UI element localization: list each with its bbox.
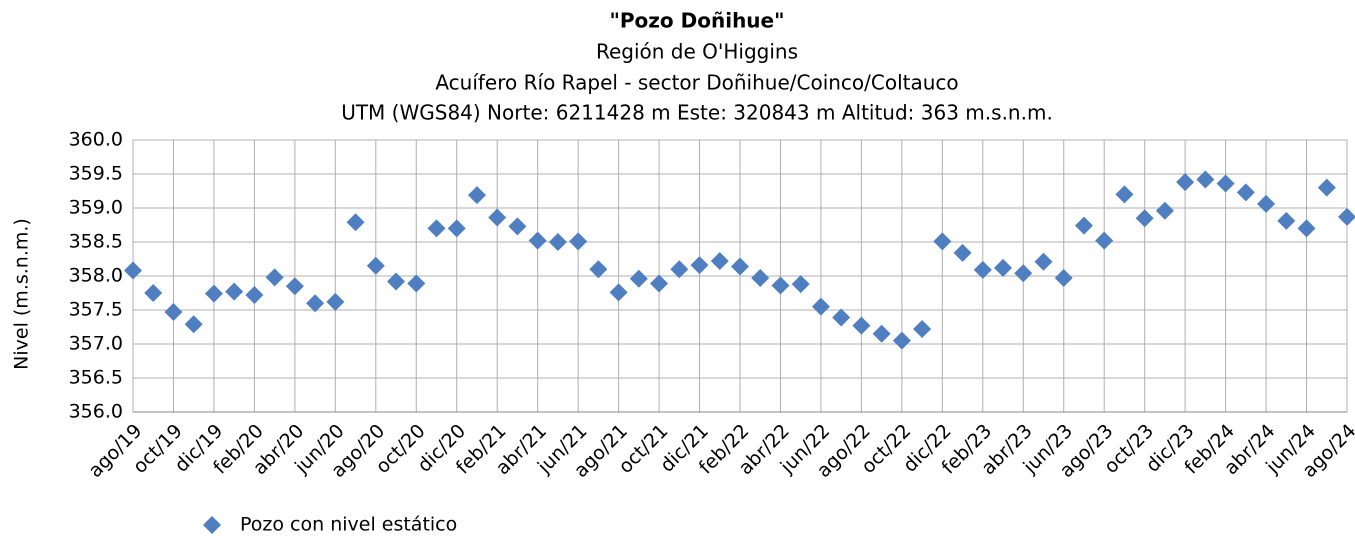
point [872,324,891,343]
point [548,233,567,251]
point [1196,170,1215,189]
point [670,260,689,279]
point [467,186,486,205]
y-axis-label: Nivel (m.s.n.m.) [11,218,33,370]
point [306,294,325,313]
point [387,272,406,291]
point [245,286,264,305]
point [650,274,669,293]
point [589,260,608,279]
point [164,303,183,322]
point [407,274,426,293]
point [265,268,284,287]
point [366,256,385,275]
y-tick-label: 356.5 [69,367,123,389]
point [1155,201,1174,220]
point [1338,207,1355,226]
point [751,269,770,288]
legend-label: Pozo con nivel estático [240,514,457,536]
chart-subtitle: Región de O'Higgins [596,40,798,64]
point [1095,231,1114,250]
point [1216,174,1235,193]
y-tick-label: 357.5 [69,299,123,321]
point [124,261,142,280]
point [569,232,588,251]
x-tick-label: ago/19 [84,420,146,482]
point [427,219,446,238]
point [1014,264,1033,283]
point [832,308,851,327]
y-tick-label: 356.0 [69,401,123,423]
point [447,219,466,238]
legend-marker [203,516,221,534]
point [629,269,648,288]
point [973,260,992,279]
point [994,258,1013,277]
y-tick-label: 359.0 [69,197,123,219]
point [710,252,729,271]
point [285,277,304,296]
point [1115,185,1134,204]
point [852,316,871,335]
point [953,243,972,262]
point [488,208,507,227]
point [225,282,244,301]
point [811,297,830,316]
point [771,276,790,295]
y-tick-label: 358.5 [69,231,123,253]
y-tick-label: 359.5 [69,163,123,185]
point [1054,269,1073,288]
chart-subtitle: UTM (WGS84) Norte: 6211428 m Este: 32084… [341,101,1053,125]
point [1135,209,1154,228]
chart-title: "Pozo Doñihue" [609,9,784,33]
point [528,231,547,250]
point [326,292,345,311]
point [1074,216,1093,235]
y-tick-label: 360.0 [69,129,123,151]
point [204,284,223,303]
point [690,256,709,275]
point [913,320,932,339]
point [609,283,628,302]
point [1277,211,1296,230]
point [184,315,203,334]
point [1034,252,1053,271]
point [1317,178,1336,197]
y-tick-label: 358.0 [69,265,123,287]
point [731,257,749,276]
point [508,217,527,236]
point [791,275,810,294]
y-tick-label: 357.0 [69,333,123,355]
point [346,213,365,232]
point [1297,219,1316,238]
point [1236,183,1255,202]
point [144,284,163,302]
point [1257,194,1276,213]
point [892,331,911,350]
point [1176,173,1195,192]
point [933,232,952,251]
chart-subtitle: Acuífero Río Rapel - sector Doñihue/Coin… [435,71,958,95]
